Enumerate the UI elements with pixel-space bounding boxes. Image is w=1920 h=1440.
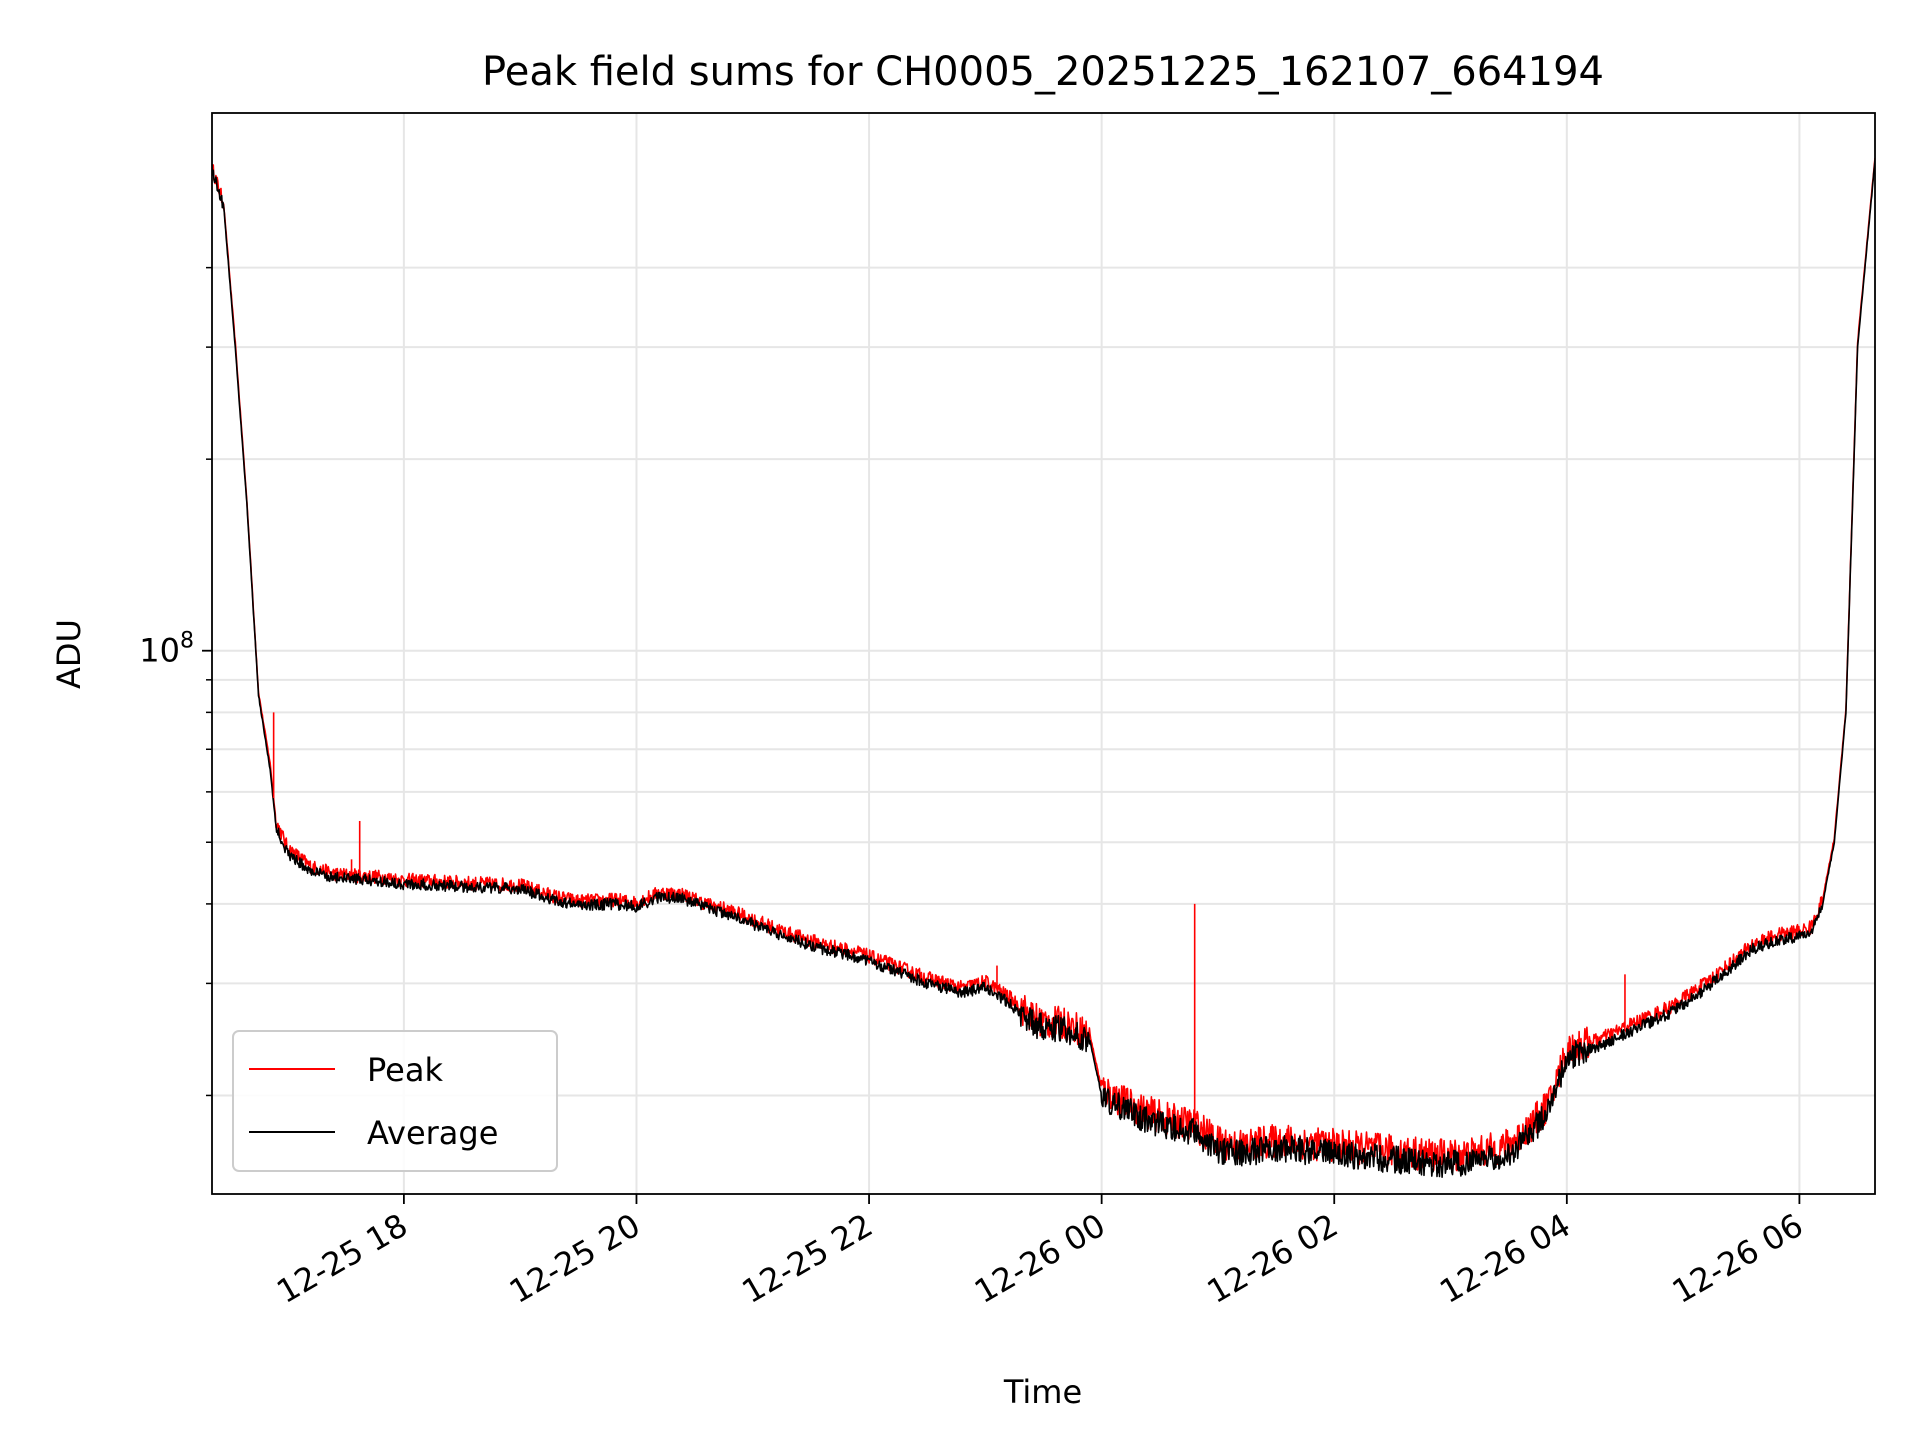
legend-label-peak: Peak: [367, 1051, 443, 1089]
plot-area: [212, 157, 1875, 1178]
y-tick-label: 108: [139, 629, 194, 670]
plot-frame: [211, 112, 1876, 1195]
legend-label-average: Average: [367, 1114, 498, 1152]
y-axis-label: ADU: [50, 619, 88, 689]
legend: Peak Average: [232, 1030, 558, 1172]
y-tick-label-base: 10: [139, 632, 180, 670]
x-axis-label: Time: [1003, 1373, 1082, 1411]
series-average: [212, 160, 1875, 1178]
series-layer: [212, 157, 1875, 1178]
y-tick-label-exponent: 8: [180, 629, 194, 654]
grid-lines: [212, 113, 1875, 1194]
legend-box: [232, 1030, 558, 1172]
chart-title: Peak field sums for CH0005_20251225_1621…: [482, 49, 1604, 95]
series-peak: [212, 157, 1875, 1173]
